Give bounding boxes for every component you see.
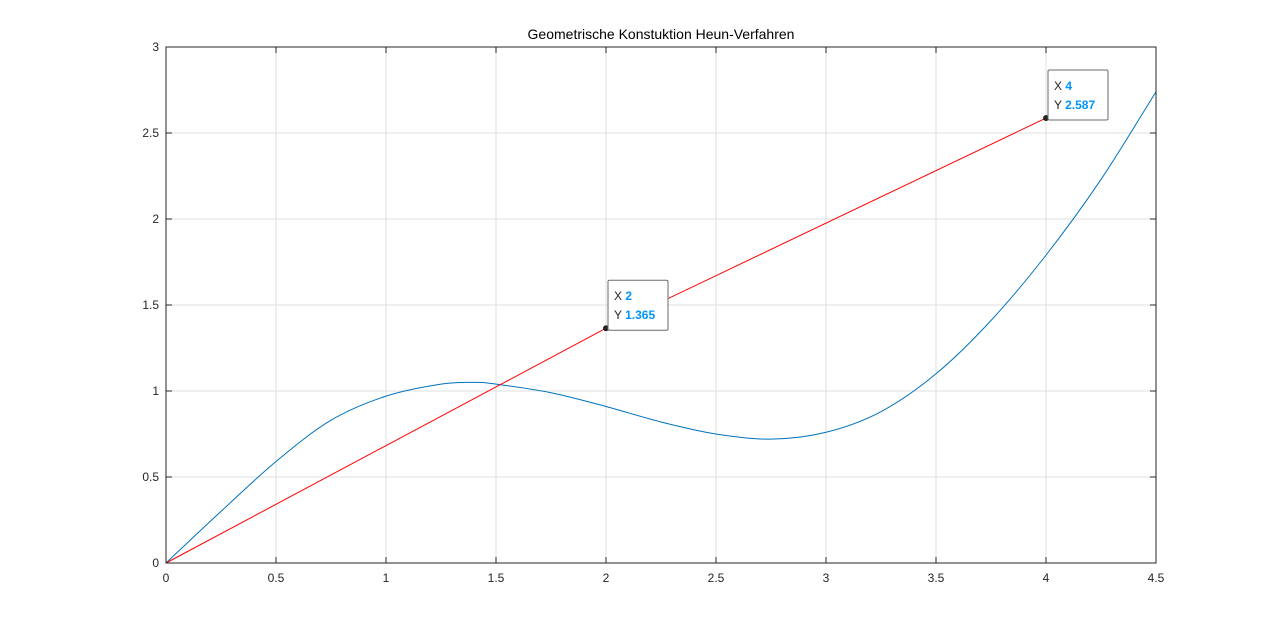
- x-tick-label: 2: [603, 571, 610, 585]
- datatip-background: [607, 279, 669, 331]
- y-tick-label: 1.5: [142, 298, 159, 312]
- datatip-y-label: Y: [1054, 98, 1065, 112]
- datatip-x-label: X: [1054, 79, 1065, 93]
- datatip-x-value: 2: [625, 289, 632, 303]
- datatip-box: X 2Y 1.365: [607, 279, 669, 331]
- x-tick-labels: 0 0.5 1 1.5 2 2.5 3 3.5 4 4.5: [163, 571, 1165, 585]
- x-tick-label: 3: [823, 571, 830, 585]
- y-tick-labels: 0 0.5 1 1.5 2 2.5 3: [142, 40, 159, 570]
- datatip-box: X 4Y 2.587: [1047, 69, 1109, 121]
- datatip-x-row: X 4: [1054, 79, 1072, 93]
- x-tick-label: 0: [163, 571, 170, 585]
- datatip-background: [1047, 69, 1109, 121]
- datatip-y-value: 2.587: [1065, 98, 1095, 112]
- y-tick-label: 2.5: [142, 126, 159, 140]
- datatip-y-value: 1.365: [625, 308, 655, 322]
- solution-curve-line: [165, 91, 1157, 564]
- x-tick-label: 2.5: [708, 571, 725, 585]
- tick-marks: [165, 46, 1157, 564]
- datatip-x-value: 4: [1065, 79, 1072, 93]
- chart-title: Geometrische Konstuktion Heun-Verfahren: [528, 26, 795, 42]
- plot-area[interactable]: 0 0.5 1 1.5 2 2.5 3 3.5 4 4.5 0 0.5 1 1.5 2 2.5 3 X 2 Y …: [142, 40, 1164, 585]
- datatip-x-row: X 2: [614, 289, 632, 303]
- datatip-y-row: Y 2.587: [1054, 98, 1095, 112]
- y-tick-label: 0: [152, 556, 159, 570]
- x-tick-label: 4.5: [1148, 571, 1165, 585]
- x-tick-label: 1: [383, 571, 390, 585]
- y-tick-label: 3: [152, 40, 159, 54]
- x-tick-label: 0.5: [268, 571, 285, 585]
- x-tick-label: 1.5: [488, 571, 505, 585]
- datatip-y-label: Y: [614, 308, 625, 322]
- datatip-y-row: Y 1.365: [614, 308, 655, 322]
- x-tick-label: 3.5: [928, 571, 945, 585]
- datatip-x-label: X: [614, 289, 625, 303]
- y-tick-label: 2: [152, 212, 159, 226]
- y-tick-label: 0.5: [142, 470, 159, 484]
- x-tick-label: 4: [1043, 571, 1050, 585]
- y-tick-label: 1: [152, 384, 159, 398]
